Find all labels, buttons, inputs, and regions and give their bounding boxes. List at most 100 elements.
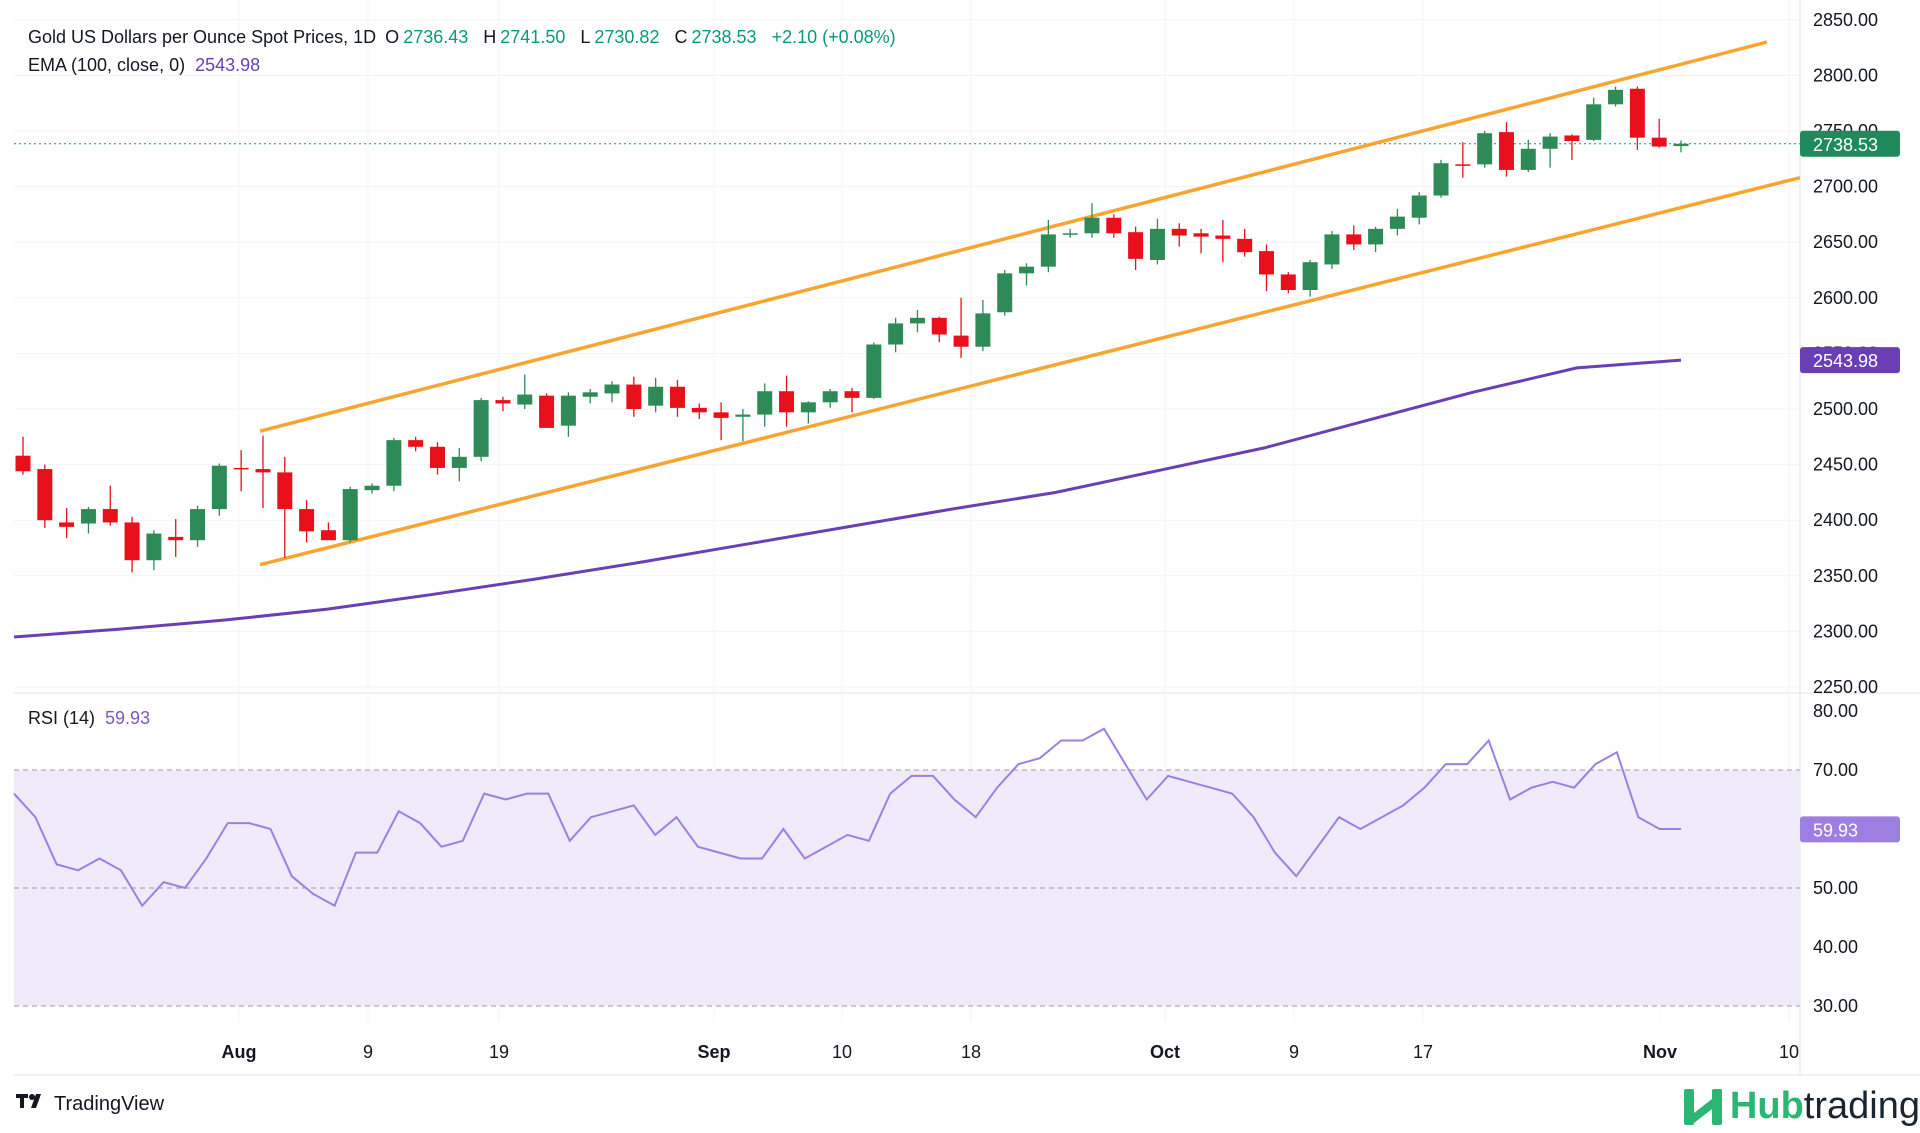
ema-layer — [13, 358, 1682, 639]
candle-body — [473, 400, 489, 457]
candle-body — [1149, 228, 1165, 260]
candle — [822, 388, 838, 408]
candle — [190, 505, 206, 547]
candle-body — [1651, 137, 1667, 147]
rsi-badge: 59.93 — [1800, 816, 1900, 843]
candle — [1171, 223, 1187, 247]
tradingview-brand[interactable]: TradingView — [16, 1092, 164, 1116]
candles-layer — [15, 86, 1689, 573]
candle — [953, 297, 969, 358]
candle — [1215, 219, 1231, 263]
candle — [233, 450, 249, 492]
candle-body — [1455, 164, 1471, 166]
rsi-tick-label: 30.00 — [1813, 996, 1858, 1016]
candle — [15, 436, 31, 475]
candle — [1564, 134, 1580, 160]
candle-body — [800, 402, 816, 413]
rsi-pane — [13, 727, 1800, 1007]
last-price-badge-text: 2738.53 — [1813, 135, 1878, 155]
candle — [1324, 231, 1340, 269]
tradingview-label: TradingView — [54, 1092, 165, 1115]
tradingview-logo-icon — [16, 1092, 46, 1116]
candle — [364, 483, 380, 494]
rsi-line — [13, 727, 1681, 908]
candle-body — [1673, 143, 1689, 147]
candle — [1673, 140, 1689, 153]
candle-body — [364, 485, 380, 491]
candle-body — [1346, 234, 1362, 245]
candle — [888, 317, 904, 353]
candle-body — [1389, 216, 1405, 229]
candle-body — [277, 472, 293, 510]
ema-badge: 2543.98 — [1800, 347, 1900, 374]
candle — [757, 383, 773, 427]
candle-body — [713, 412, 729, 418]
time-tick-label: 10 — [832, 1042, 852, 1062]
candle — [779, 375, 795, 427]
time-tick-label: Aug — [222, 1042, 257, 1062]
candle — [342, 486, 358, 543]
candle — [473, 397, 489, 462]
candle — [168, 519, 184, 557]
candle-body — [1259, 251, 1274, 275]
candle — [1520, 139, 1536, 173]
hubtrading-text-trading: trading — [1803, 1085, 1920, 1127]
candle-body — [211, 465, 227, 510]
candle-body — [539, 395, 555, 428]
candle-body — [997, 273, 1013, 313]
candle-body — [735, 414, 751, 417]
rsi-legend[interactable]: RSI (14) 59.93 — [28, 708, 150, 729]
ema-legend[interactable]: EMA (100, close, 0) 2543.98 — [28, 55, 260, 76]
candle-body — [931, 317, 947, 335]
candle-body — [320, 530, 336, 541]
price-tick-label: 2600.00 — [1813, 288, 1878, 308]
time-tick-label: 18 — [961, 1042, 981, 1062]
candle — [735, 409, 751, 442]
candle-body — [1586, 104, 1602, 140]
candle — [408, 436, 424, 452]
candle — [1106, 214, 1122, 238]
candle — [669, 380, 685, 417]
time-tick-label: 19 — [489, 1042, 509, 1062]
price-tick-label: 2500.00 — [1813, 399, 1878, 419]
axes-layer: 2250.00 2300.00 2350.00 2400.00 2450.00 2500.… — [222, 10, 1900, 1062]
candle-body — [1237, 238, 1253, 253]
candle-body — [233, 467, 249, 470]
price-tick-label: 2450.00 — [1813, 455, 1878, 475]
candle-body — [953, 335, 969, 347]
rsi-tick-label: 80.00 — [1813, 701, 1858, 721]
ema-badge-text: 2543.98 — [1813, 351, 1878, 371]
candle-body — [517, 394, 533, 405]
low-value: 2730.82 — [594, 27, 660, 47]
candle — [1237, 228, 1253, 257]
candle — [1062, 228, 1078, 238]
open-value: 2736.43 — [403, 27, 469, 47]
candle — [451, 447, 467, 482]
time-tick-label: 17 — [1413, 1042, 1433, 1062]
rsi-tick-label: 50.00 — [1813, 878, 1858, 898]
candle — [102, 485, 118, 526]
hubtrading-mark-icon — [1682, 1087, 1726, 1127]
low-label: L — [580, 27, 591, 47]
ema-line — [13, 358, 1682, 639]
candle — [277, 456, 293, 559]
candle-body — [80, 509, 96, 524]
candle — [1498, 122, 1514, 177]
candle-body — [59, 522, 75, 527]
price-tick-label: 2700.00 — [1813, 177, 1878, 197]
candle-body — [757, 391, 773, 415]
candle-body — [1280, 274, 1296, 291]
candle — [146, 530, 162, 571]
candle-body — [866, 344, 882, 398]
candle — [1193, 228, 1209, 254]
last-price-badge: 2738.53 — [1800, 130, 1900, 157]
candle — [1346, 225, 1362, 250]
candle — [997, 270, 1013, 316]
last-price-badge-bg — [1800, 130, 1900, 157]
candle-body — [1084, 217, 1100, 234]
candle-body — [1564, 135, 1580, 142]
ema-value: 2543.98 — [195, 55, 261, 75]
candle-body — [1302, 262, 1318, 291]
candle — [844, 387, 860, 413]
